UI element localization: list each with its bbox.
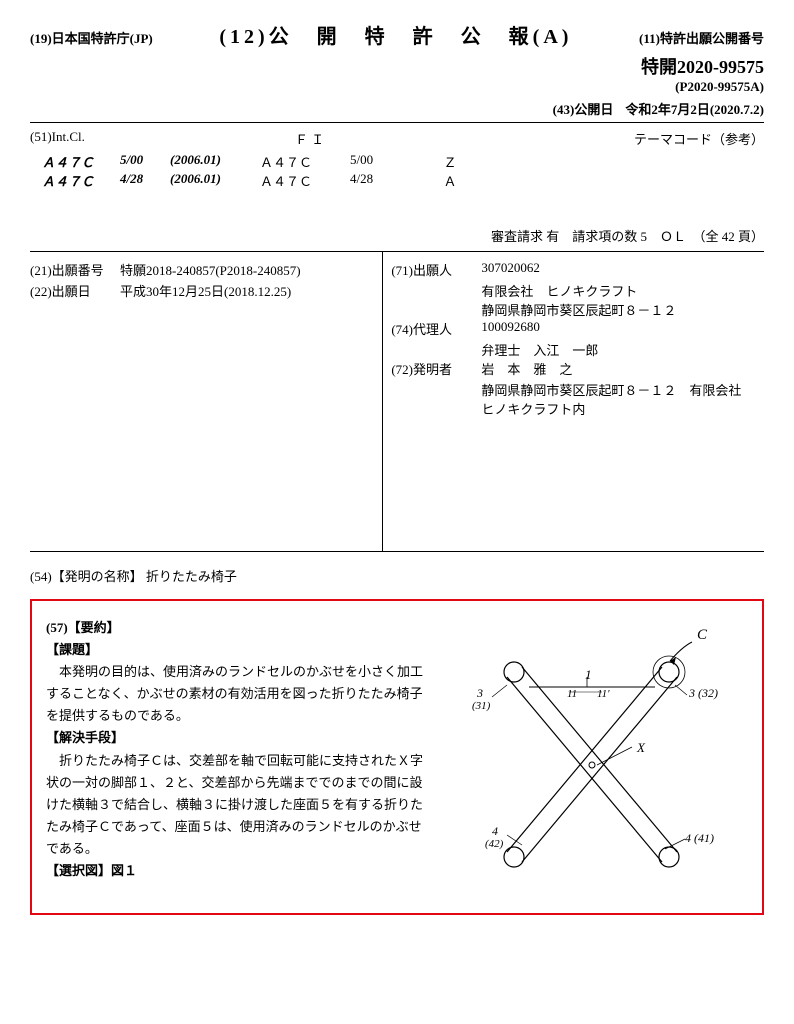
solution-text: 折りたたみ椅子Ｃは、交差部を軸で回転可能に支持されたＸ字状の一対の脚部１、２と、… [46,750,425,860]
abstract-box: (57)【要約】 【課題】 本発明の目的は、使用済みのランドセルのかぶせを小さく… [30,599,764,915]
pub-num-label: (11)特許出願公開番号 [639,28,764,47]
intcl-cell: (2006.01) [170,152,260,171]
intcl-cell: Ａ４７Ｃ [30,152,120,171]
applicant-name: 有限会社 ヒノキクラフト [391,281,764,300]
exam-request-row: 審査請求 有 請求項の数 5 ＯＬ （全 42 頁） [30,196,764,252]
intcl-cell: Ａ４７Ｃ [260,152,350,171]
applicant-addr: 静岡県静岡市葵区辰起町８－１２ [391,300,764,319]
applicant-code: 307020062 [481,260,764,279]
app-date-label: (22)出願日 [30,281,120,300]
intcl-cell: 5/00 [120,152,170,171]
inventor-label: (72)発明者 [391,359,481,378]
intcl-row: Ａ４７Ｃ 5/00 (2006.01) Ａ４７Ｃ 5/00 Ｚ [30,152,764,171]
intcl-cell: (2006.01) [170,171,260,190]
applicant-label: (71)出願人 [391,260,481,279]
app-num-value: 特願2018-240857(P2018-240857) [120,260,374,279]
inventor-name: 岩 本 雅 之 [481,359,764,378]
fi-label: Ｆ Ｉ [295,129,324,148]
agent-label: (74)代理人 [391,319,481,338]
problem-heading: 【課題】 [46,639,425,661]
svg-text:3: 3 [476,686,483,700]
svg-text:X: X [636,740,646,755]
svg-text:3 (32): 3 (32) [688,686,718,700]
selected-figure-label: 【選択図】図１ [46,860,425,882]
intcl-cell: Ａ４７Ｃ [30,171,120,190]
intcl-cell: Ａ [400,171,500,190]
theme-label: テーマコード（参考） [634,129,764,148]
figure-diagram: C 1 11 11' 3 (31) 3 (32) X 4 (42) 4 (41) [425,617,748,897]
pub-number-main: 特開2020-99575 [30,53,764,79]
intcl-row: Ａ４７Ｃ 4/28 (2006.01) Ａ４７Ｃ 4/28 Ａ [30,171,764,190]
inventor-addr: 静岡県静岡市葵区辰起町８－１２ 有限会社 ヒノキクラフト内 [391,380,764,418]
intcl-cell: Ｚ [400,152,500,171]
document-title: (12)公 開 特 許 公 報(A) [219,20,572,49]
pub-date-value: 令和2年7月2日(2020.7.2) [625,99,764,118]
app-num-label: (21)出願番号 [30,260,120,279]
intcl-cell: 4/28 [350,171,400,190]
solution-heading: 【解決手段】 [46,727,425,749]
svg-text:(31): (31) [472,700,491,712]
pub-date-label: (43)公開日 [553,99,614,118]
invention-label: (54)【発明の名称】 [30,569,143,584]
problem-text: 本発明の目的は、使用済みのランドセルのかぶせを小さく加工することなく、かぶせの素… [46,661,425,727]
agent-code: 100092680 [481,319,764,338]
svg-text:4: 4 [492,824,498,838]
svg-text:4 (41): 4 (41) [685,831,714,845]
intcl-cell: Ａ４７Ｃ [260,171,350,190]
intcl-label: (51)Int.Cl. [30,129,85,148]
svg-text:11: 11 [567,688,577,700]
app-date-value: 平成30年12月25日(2018.12.25) [120,281,374,300]
intcl-cell: 5/00 [350,152,400,171]
abstract-label: (57)【要約】 [46,617,425,639]
invention-value: 折りたたみ椅子 [146,569,237,584]
pub-number-sub: (P2020-99575A) [30,79,764,95]
svg-text:1: 1 [585,667,592,682]
svg-text:11': 11' [597,688,610,700]
agent-name: 弁理士 入江 一郎 [391,340,764,359]
svg-text:(42): (42) [485,838,504,850]
authority-label: (19)日本国特許庁(JP) [30,28,153,47]
intcl-cell: 4/28 [120,171,170,190]
svg-text:C: C [697,627,708,643]
